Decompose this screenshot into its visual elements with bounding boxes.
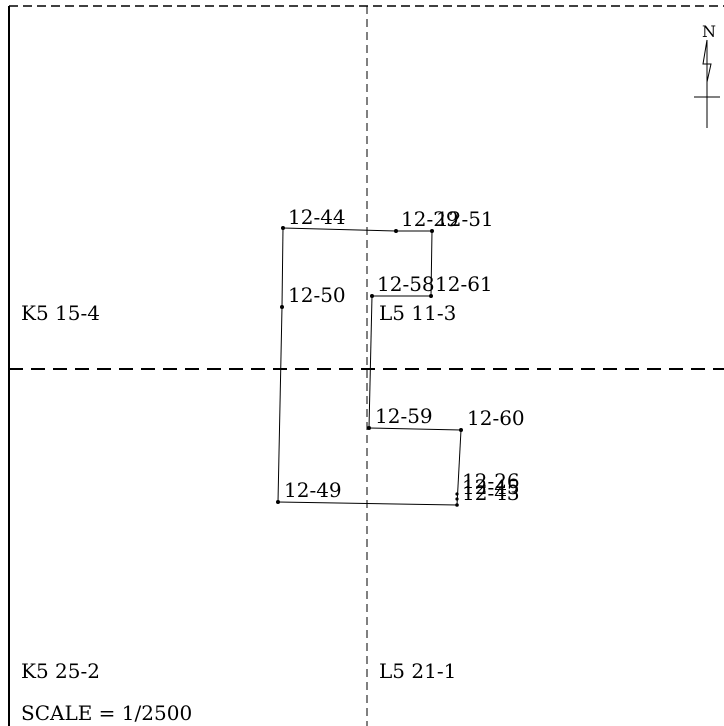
point-marker (367, 426, 371, 430)
point-marker (281, 226, 285, 230)
point-marker (430, 229, 434, 233)
point-marker (394, 229, 398, 233)
point-label-12-50: 12-50 (288, 283, 346, 307)
parcel-edge-50-44 (281, 227, 284, 308)
point-marker (429, 294, 433, 298)
parcel-edge-51-61 (430, 230, 433, 297)
point-marker (455, 497, 459, 501)
parcel-edge-49-50 (277, 306, 283, 503)
sheet-label-l5-11-3: L5 11-3 (379, 301, 456, 325)
sheet-label-l5-21-1: L5 21-1 (379, 659, 456, 683)
parcel-edge-58-59 (368, 295, 373, 429)
point-label-12-58: 12-58 (377, 272, 435, 296)
north-label: N (702, 22, 716, 41)
survey-points (276, 226, 463, 507)
parcel-edge-60-43 (456, 429, 462, 506)
point-label-12-51: 12-51 (436, 207, 494, 231)
north-arrow-icon (694, 39, 720, 128)
parcel-edge-44-29 (282, 227, 397, 232)
point-marker (459, 428, 463, 432)
point-label-12-43: 12-43 (462, 481, 520, 505)
point-label-12-45: 12-45 (462, 475, 520, 499)
point-label-12-61: 12-61 (435, 272, 493, 296)
parcel-edge-43-49 (277, 501, 458, 506)
point-label-12-60: 12-60 (467, 406, 525, 430)
point-marker (455, 503, 459, 507)
point-label-12-29: 12-29 (401, 207, 459, 231)
point-label-12-26: 12-26 (462, 469, 520, 493)
parcel-boundary (277, 227, 462, 506)
scale-label: SCALE = 1/2500 (21, 701, 192, 725)
parcel-edge-59-60 (368, 427, 462, 431)
sheet-label-k5-15-4: K5 15-4 (21, 301, 100, 325)
point-marker (276, 500, 280, 504)
point-label-12-44: 12-44 (288, 205, 346, 229)
point-marker (280, 305, 284, 309)
point-marker (370, 294, 374, 298)
sheet-label-k5-25-2: K5 25-2 (21, 659, 100, 683)
point-marker (455, 492, 459, 496)
point-label-12-59: 12-59 (375, 404, 433, 428)
point-label-12-49: 12-49 (284, 478, 342, 502)
